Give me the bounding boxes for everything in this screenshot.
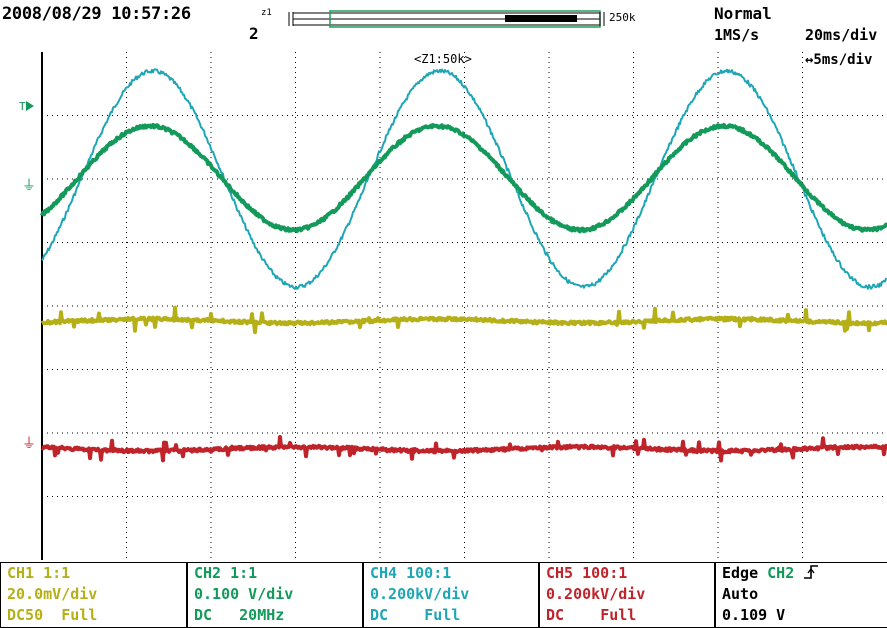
- timebase-label: 20ms/div: [805, 26, 878, 44]
- trigger-level: 0.109 V: [722, 606, 786, 624]
- ch4-coupling-bandwidth: DC Full: [370, 606, 461, 624]
- ch2-trace: [40, 123, 887, 234]
- ch2-coupling-bandwidth: DC 20MHz: [194, 606, 285, 624]
- rising-edge-icon: [804, 565, 819, 579]
- ch4-trace: [41, 68, 887, 290]
- capture-datetime: 2008/08/29 10:57:26: [2, 4, 191, 24]
- ch2-info-panel[interactable]: CH2 1:1 0.100 V/div DC 20MHz: [187, 562, 363, 628]
- ch2-ground-marker[interactable]: ⏚: [22, 178, 36, 194]
- trigger-info-panel[interactable]: Edge CH2 Auto 0.109 V: [715, 562, 887, 628]
- trigger-mode: Auto: [722, 585, 759, 603]
- ch1-coupling-bandwidth: DC50 Full: [7, 606, 98, 624]
- ch1-name: CH1 1:1: [7, 564, 71, 582]
- ch5-ground-marker[interactable]: ⏚: [22, 436, 36, 452]
- svg-text:T: T: [19, 100, 26, 113]
- ch1-info-panel[interactable]: CH1 1:1 20.0mV/div DC50 Full: [0, 562, 187, 628]
- record-position-bar[interactable]: [0, 0, 887, 50]
- ch2-scale: 0.100 V/div: [194, 585, 294, 603]
- trigger-mode-label: Normal: [714, 4, 772, 23]
- svg-text:⏚: ⏚: [22, 178, 36, 194]
- waveform-display[interactable]: T ⏚ ⏚: [0, 0, 887, 560]
- zoom-indicator-label: z1: [261, 8, 272, 18]
- ch4-scale: 0.200kV/div: [370, 585, 470, 603]
- ch4-info-panel[interactable]: CH4 100:1 0.200kV/div DC Full: [363, 562, 539, 628]
- ch1-scale: 20.0mV/div: [7, 585, 98, 603]
- trigger-type-source: Edge CH2: [722, 563, 887, 584]
- record-length: 250k: [609, 11, 636, 24]
- trigger-level-marker[interactable]: T: [19, 100, 34, 113]
- ch5-coupling-bandwidth: DC Full: [546, 606, 637, 624]
- ch2-name: CH2 1:1: [194, 564, 258, 582]
- ch5-name: CH5 100:1: [546, 564, 628, 582]
- zoom-number: 2: [249, 24, 259, 43]
- zoom-window-label: <Z1:50k>: [414, 52, 472, 66]
- display-position-marker: [505, 15, 577, 22]
- zoom-timebase-label: ↔5ms/div: [805, 52, 873, 68]
- sample-rate-label: 1MS/s: [714, 26, 760, 44]
- ch5-trace: [41, 435, 887, 463]
- ch5-scale: 0.200kV/div: [546, 585, 646, 603]
- ch4-name: CH4 100:1: [370, 564, 452, 582]
- ch5-info-panel[interactable]: CH5 100:1 0.200kV/div DC Full: [539, 562, 715, 628]
- svg-text:⏚: ⏚: [22, 436, 36, 452]
- graticule-grid: [42, 52, 887, 560]
- ch1-trace: [40, 305, 887, 335]
